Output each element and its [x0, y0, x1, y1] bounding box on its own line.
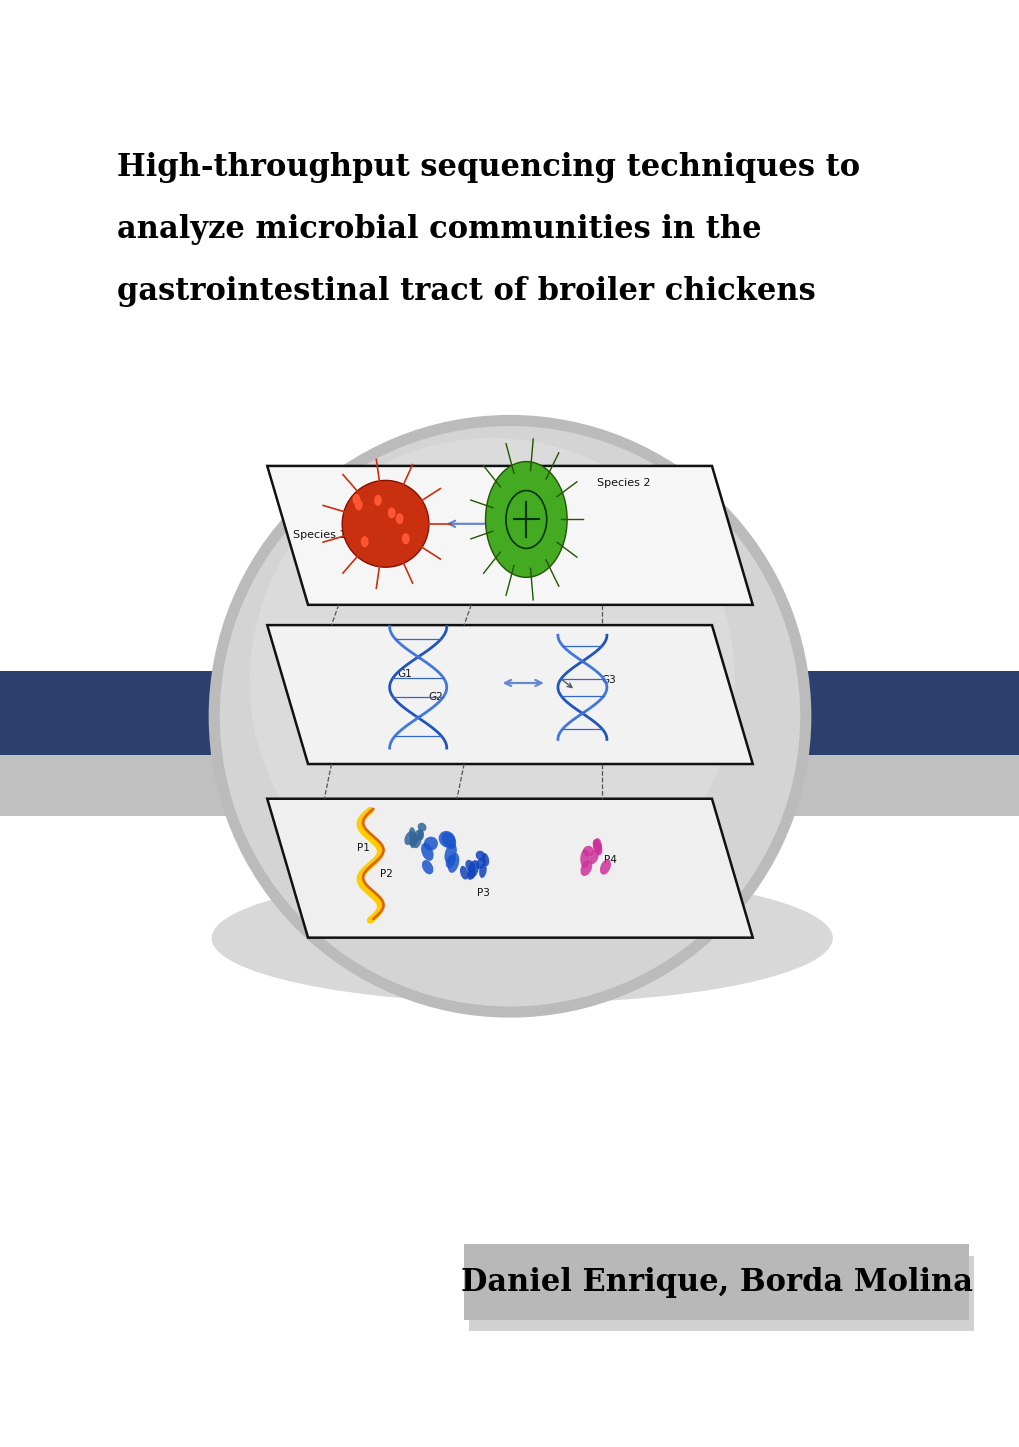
- Text: P3: P3: [477, 888, 490, 897]
- Polygon shape: [267, 466, 752, 605]
- Ellipse shape: [580, 849, 589, 868]
- Ellipse shape: [418, 829, 423, 839]
- Text: G2: G2: [428, 693, 442, 702]
- Bar: [0, 755, 1019, 816]
- Ellipse shape: [465, 860, 475, 873]
- Ellipse shape: [481, 854, 489, 865]
- FancyBboxPatch shape: [469, 1256, 973, 1331]
- Circle shape: [361, 537, 368, 547]
- Text: G3: G3: [601, 676, 615, 684]
- Ellipse shape: [423, 836, 437, 851]
- Text: Daniel Enrique, Borda Molina: Daniel Enrique, Borda Molina: [461, 1266, 971, 1298]
- Ellipse shape: [438, 831, 455, 848]
- Ellipse shape: [342, 480, 429, 567]
- Ellipse shape: [445, 855, 455, 868]
- Circle shape: [395, 514, 404, 524]
- Text: P4: P4: [603, 855, 616, 864]
- Ellipse shape: [413, 829, 424, 841]
- Bar: [0, 671, 1019, 755]
- Ellipse shape: [250, 438, 734, 923]
- Circle shape: [401, 534, 410, 544]
- Ellipse shape: [413, 833, 421, 848]
- Ellipse shape: [580, 860, 592, 875]
- Ellipse shape: [444, 844, 457, 864]
- Ellipse shape: [467, 870, 475, 880]
- Polygon shape: [267, 799, 752, 938]
- Text: G1: G1: [397, 670, 412, 679]
- Text: gastrointestinal tract of broiler chickens: gastrointestinal tract of broiler chicke…: [117, 276, 815, 307]
- Circle shape: [485, 462, 567, 577]
- Ellipse shape: [582, 846, 593, 857]
- Ellipse shape: [592, 839, 602, 855]
- Ellipse shape: [592, 839, 601, 852]
- Ellipse shape: [479, 864, 486, 878]
- Ellipse shape: [447, 852, 459, 873]
- Ellipse shape: [593, 838, 601, 854]
- Ellipse shape: [441, 832, 455, 849]
- Ellipse shape: [599, 860, 610, 874]
- Ellipse shape: [476, 858, 485, 868]
- FancyBboxPatch shape: [464, 1244, 968, 1320]
- Text: High-throughput sequencing techniques to: High-throughput sequencing techniques to: [117, 152, 860, 182]
- Circle shape: [355, 499, 363, 511]
- Circle shape: [374, 495, 381, 506]
- Polygon shape: [267, 625, 752, 764]
- Ellipse shape: [212, 873, 833, 1003]
- Ellipse shape: [409, 835, 418, 846]
- Ellipse shape: [421, 842, 433, 861]
- Ellipse shape: [460, 865, 468, 880]
- Circle shape: [353, 493, 360, 505]
- Ellipse shape: [409, 828, 416, 841]
- Ellipse shape: [214, 421, 805, 1011]
- Ellipse shape: [467, 860, 479, 878]
- Text: P1: P1: [357, 844, 370, 852]
- Ellipse shape: [410, 835, 417, 848]
- Ellipse shape: [418, 823, 426, 832]
- Text: P2: P2: [380, 870, 393, 878]
- Ellipse shape: [404, 831, 414, 845]
- Text: analyze microbial communities in the: analyze microbial communities in the: [117, 214, 761, 245]
- Text: Species 2: Species 2: [596, 479, 649, 488]
- Ellipse shape: [475, 851, 485, 861]
- Circle shape: [387, 508, 395, 518]
- Ellipse shape: [422, 860, 433, 874]
- Text: Species 1: Species 1: [292, 531, 345, 540]
- Ellipse shape: [589, 849, 598, 864]
